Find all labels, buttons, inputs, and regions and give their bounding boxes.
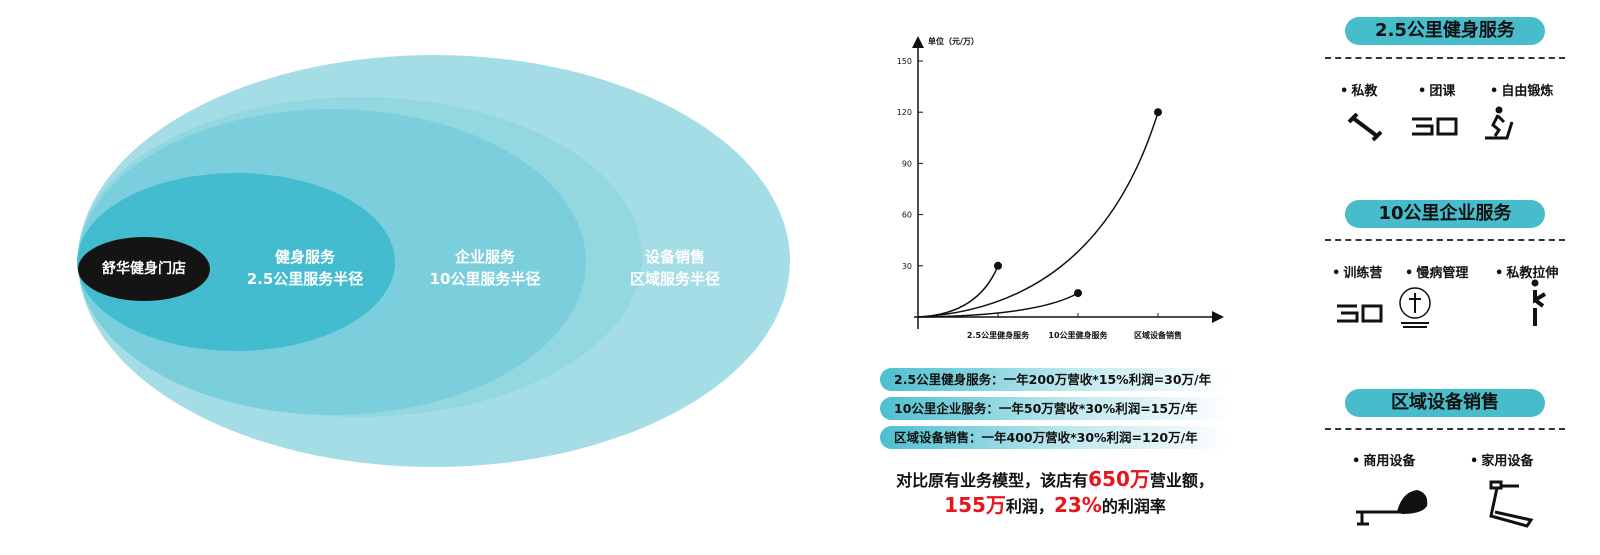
summary-line-1: 对比原有业务模型，该店有650万营业额，	[896, 467, 1214, 491]
divider	[1325, 239, 1565, 241]
y-tick-label: 30	[902, 262, 912, 271]
data-point	[1074, 289, 1082, 298]
divider	[1325, 57, 1565, 59]
x-axis-arrow	[1212, 311, 1224, 323]
data-point	[1154, 108, 1162, 117]
core-ellipse	[78, 237, 210, 301]
profit-chart: 单位（元/万） 30 60 90 120 150 2.5公里健身服务 10公里健身服务 区域设备…	[897, 36, 1224, 340]
x-tick-label: 2.5公里健身服务	[967, 330, 1030, 340]
item-free-training: 自由锻炼	[1490, 80, 1553, 99]
treadmill-icon	[1489, 480, 1534, 528]
medical-emblem-icon	[1399, 287, 1431, 328]
core-label: 舒华健身门店	[102, 261, 186, 277]
formula-3: 区域设备销售：一年400万营收*30%利润=120万/年	[880, 426, 1230, 449]
item-training-camp: 训练营	[1332, 262, 1382, 281]
50-logo-icon	[1337, 304, 1383, 323]
item-chronic-disease: 慢病管理	[1405, 262, 1468, 281]
y-tick-label: 60	[902, 211, 912, 220]
item-private-coach: 私教	[1340, 80, 1377, 99]
stretching-person-icon	[1531, 279, 1547, 326]
formula-1: 2.5公里健身服务：一年200万营收*15%利润=30万/年	[880, 368, 1230, 391]
x-tick-label: 10公里健身服务	[1048, 330, 1108, 340]
data-point	[994, 261, 1002, 270]
dumbbell-icon	[1347, 112, 1383, 142]
item-home-equipment: 家用设备	[1470, 450, 1533, 469]
y-axis-label: 单位（元/万）	[928, 36, 979, 46]
service-radius-diagram	[77, 55, 790, 467]
y-tick-label: 150	[897, 57, 912, 66]
rowing-machine-icon	[1356, 490, 1428, 526]
formula-2: 10公里企业服务：一年50万营收*30%利润=15万/年	[880, 397, 1230, 420]
series-curve	[917, 292, 1079, 318]
x-tick-label: 区域设备销售	[1134, 330, 1182, 340]
ring-2-label: 企业服务 10公里服务半径	[429, 248, 541, 288]
ring-1-label: 健身服务 2.5公里服务半径	[246, 248, 364, 288]
treadmill-runner-icon	[1485, 106, 1514, 140]
item-group-class: 团课	[1418, 80, 1455, 99]
summary-line-2: 155万利润，23%的利润率	[944, 493, 1166, 517]
section-header-fitness: 2.5公里健身服务	[1345, 17, 1545, 45]
ring-3-label: 设备销售 区域服务半径	[629, 248, 720, 288]
series-curve	[917, 111, 1159, 318]
section-header-enterprise: 10公里企业服务	[1345, 200, 1545, 228]
item-stretching: 私教拉伸	[1495, 262, 1558, 281]
inner-ring	[77, 173, 395, 351]
y-axis-arrow	[912, 36, 924, 48]
item-commercial-equipment: 商用设备	[1352, 450, 1415, 469]
section-header-equipment: 区域设备销售	[1345, 389, 1545, 417]
series-curve	[917, 265, 999, 318]
y-tick-label: 120	[897, 108, 912, 117]
y-tick-label: 90	[902, 159, 912, 168]
divider	[1325, 428, 1565, 430]
50-logo-icon	[1412, 117, 1458, 136]
